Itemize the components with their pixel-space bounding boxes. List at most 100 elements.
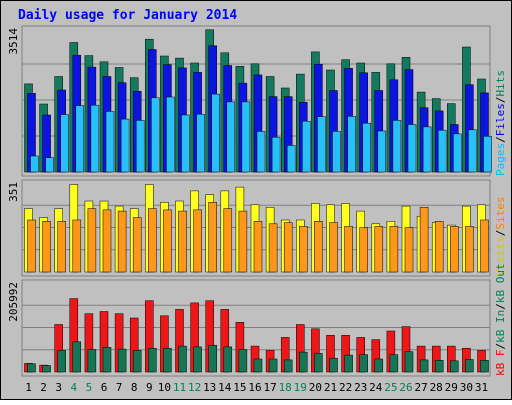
series-sites xyxy=(27,202,489,273)
bar-sites-day-15 xyxy=(238,210,248,273)
bar-kb-in-day-3 xyxy=(57,350,66,373)
bar-pages-day-31 xyxy=(483,136,492,173)
bar-sites-day-28 xyxy=(434,221,444,273)
bar-pages-day-6 xyxy=(105,111,115,173)
x-tick-label: 23 xyxy=(354,381,367,394)
bar-kb-in-day-31 xyxy=(480,360,489,373)
bar-pages-day-27 xyxy=(422,126,432,173)
bar-kb-in-day-16 xyxy=(253,358,263,373)
x-tick-label: 16 xyxy=(248,381,261,394)
bar-pages-day-28 xyxy=(437,129,447,173)
x-tick-label: 18 xyxy=(279,381,292,394)
bar-kb-in-day-21 xyxy=(329,357,338,373)
legend-item: / xyxy=(494,230,507,237)
bar-pages-day-10 xyxy=(166,96,175,173)
bar-kb-in-day-11 xyxy=(178,345,187,373)
x-tick-label: 26 xyxy=(399,381,412,394)
x-tick-label: 30 xyxy=(460,381,473,394)
legend-item: / xyxy=(494,136,507,143)
chart-title: Daily usage for January 2014 xyxy=(18,8,237,23)
bar-sites-day-16 xyxy=(253,221,263,273)
bar-sites-day-3 xyxy=(57,221,66,273)
bar-sites-day-17 xyxy=(268,223,278,273)
bar-kb-in-day-20 xyxy=(314,353,323,373)
bar-pages-day-5 xyxy=(90,104,100,173)
bar-pages-day-15 xyxy=(241,101,251,173)
legend-item: / xyxy=(494,343,507,350)
bar-kb-in-day-2 xyxy=(42,365,51,373)
bar-pages-day-30 xyxy=(468,129,477,173)
x-tick-label: 10 xyxy=(158,381,171,394)
x-tick-label: 5 xyxy=(86,381,93,394)
x-tick-label: 4 xyxy=(70,381,77,394)
x-tick-label: 17 xyxy=(263,381,276,394)
x-tick-label: 8 xyxy=(131,381,138,394)
bar-pages-day-26 xyxy=(407,124,417,173)
legend-item: / xyxy=(494,97,507,104)
bar-sites-day-27 xyxy=(419,207,429,273)
bar-kb-in-day-12 xyxy=(193,346,202,373)
x-tick-label: 27 xyxy=(414,381,427,394)
x-tick-label: 22 xyxy=(339,381,352,394)
x-tick-label: 3 xyxy=(55,381,62,394)
panel-visits-sites: 351 Visits/Sites xyxy=(7,179,507,277)
bar-pages-day-17 xyxy=(271,136,281,173)
bar-sites-day-8 xyxy=(132,217,142,273)
bar-kb-in-day-13 xyxy=(208,344,217,373)
bar-kb-in-day-22 xyxy=(344,354,353,373)
bar-kb-in-day-28 xyxy=(434,360,444,373)
panel-legend: Pages/Files/Hits xyxy=(494,70,507,176)
bar-pages-day-20 xyxy=(317,116,326,173)
bar-sites-day-24 xyxy=(374,226,384,273)
bar-sites-day-6 xyxy=(102,209,112,273)
bar-kb-in-day-27 xyxy=(419,359,429,373)
x-tick-label: 28 xyxy=(430,381,443,394)
bar-kb-in-day-5 xyxy=(87,349,97,373)
bar-kb-in-day-29 xyxy=(450,360,459,373)
bar-pages-day-24 xyxy=(377,130,387,173)
x-tick-label: 2 xyxy=(40,381,47,394)
bar-pages-day-22 xyxy=(347,116,356,173)
bar-pages-day-21 xyxy=(332,131,341,173)
x-tick-label: 19 xyxy=(294,381,307,394)
bar-pages-day-19 xyxy=(302,120,311,173)
bar-kb-in-day-1 xyxy=(27,363,36,373)
bar-pages-day-9 xyxy=(151,97,160,173)
x-tick-label: 25 xyxy=(384,381,397,394)
bar-sites-day-18 xyxy=(283,222,293,273)
x-tick-label: 14 xyxy=(218,381,232,394)
bar-kb-in-day-8 xyxy=(132,350,142,373)
y-max-label: 205992 xyxy=(7,282,20,322)
bar-kb-in-day-7 xyxy=(117,348,127,373)
bar-kb-in-day-23 xyxy=(359,354,368,373)
bar-sites-day-2 xyxy=(42,221,51,273)
bar-pages-day-11 xyxy=(181,114,190,173)
panel-legend: kB F/kB In/kB Out xyxy=(494,263,507,376)
x-tick-label: 21 xyxy=(324,381,337,394)
bar-pages-day-8 xyxy=(135,120,145,173)
bar-sites-day-22 xyxy=(344,226,353,273)
bar-sites-day-10 xyxy=(163,209,172,273)
bar-kb-in-day-30 xyxy=(465,359,474,373)
bar-pages-day-13 xyxy=(211,93,220,173)
bar-kb-in-day-14 xyxy=(223,346,233,373)
legend-item: kB In xyxy=(494,310,507,343)
legend-item: kB Out xyxy=(494,263,507,303)
bar-pages-day-7 xyxy=(120,118,130,173)
bar-sites-day-21 xyxy=(329,222,338,273)
x-tick-label: 29 xyxy=(445,381,458,394)
x-tick-label: 7 xyxy=(116,381,123,394)
series-pages xyxy=(30,93,492,173)
bar-sites-day-26 xyxy=(404,227,414,273)
bar-pages-day-18 xyxy=(286,145,296,173)
series-kb-in xyxy=(27,341,489,373)
bar-pages-day-3 xyxy=(60,114,69,173)
bar-kb-in-day-9 xyxy=(148,347,157,373)
x-tick-label: 13 xyxy=(203,381,216,394)
bar-kb-in-day-17 xyxy=(268,358,278,373)
legend-item: Hits xyxy=(494,70,507,97)
chart-panels: 3514Pages/Files/Hits351Visits/Sites20599… xyxy=(7,25,507,377)
bar-sites-day-20 xyxy=(314,221,323,273)
